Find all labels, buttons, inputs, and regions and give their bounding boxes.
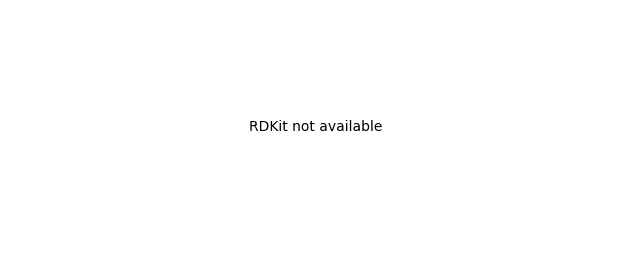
Text: RDKit not available: RDKit not available (249, 120, 383, 134)
